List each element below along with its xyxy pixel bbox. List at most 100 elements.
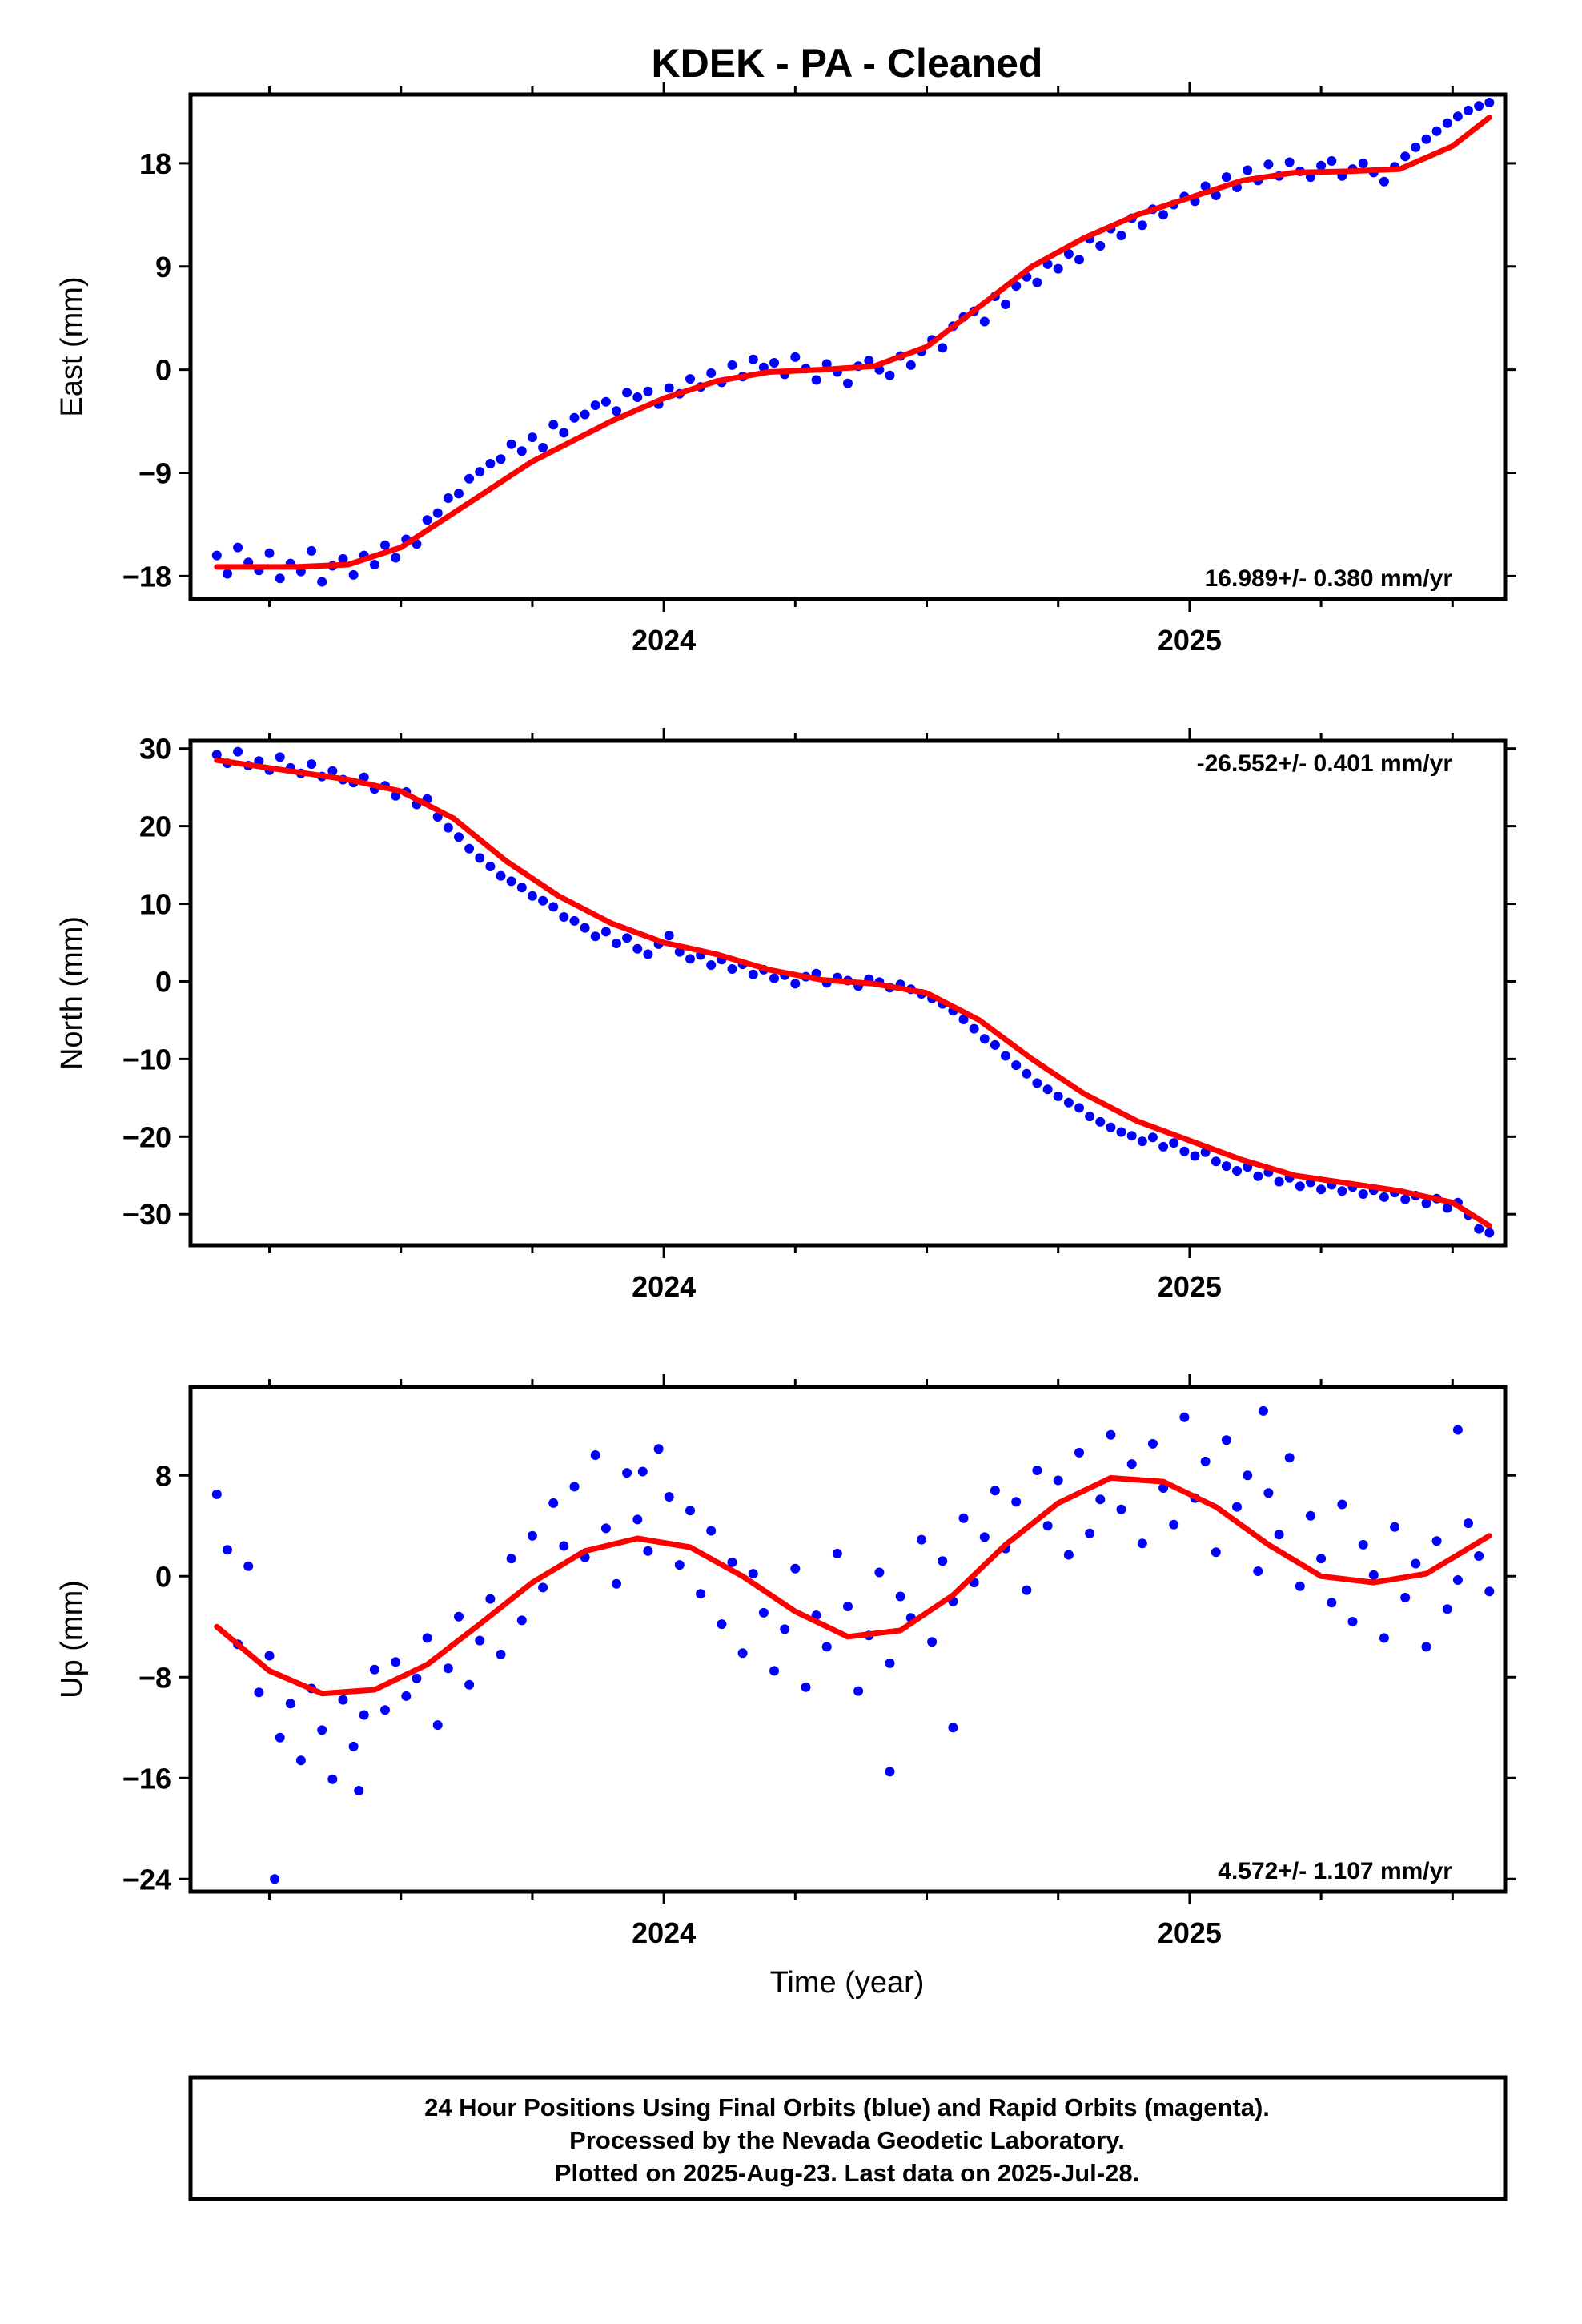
data-point	[485, 862, 496, 871]
data-point	[496, 454, 506, 464]
data-point	[948, 1723, 958, 1733]
data-point	[1158, 210, 1169, 220]
data-point	[354, 1786, 364, 1795]
fit-curve	[214, 115, 1492, 570]
data-point	[612, 939, 621, 948]
data-point	[664, 1492, 674, 1502]
x-axis-label: Time (year)	[770, 1966, 925, 2000]
data-point	[1221, 172, 1231, 183]
data-point	[1095, 1494, 1106, 1505]
data-point	[1053, 263, 1063, 274]
data-point	[653, 1444, 664, 1454]
data-point	[717, 1619, 727, 1630]
figure-title: KDEK - PA - Cleaned	[652, 41, 1043, 86]
data-point	[737, 1648, 748, 1659]
data-point	[270, 1874, 280, 1884]
data-point	[1337, 1499, 1347, 1510]
y-tick-label: −24	[122, 1863, 171, 1896]
data-point	[969, 1023, 979, 1034]
data-point	[275, 573, 285, 584]
data-point	[1063, 1550, 1074, 1560]
data-point	[369, 1664, 379, 1675]
data-point	[758, 1607, 769, 1618]
data-point	[958, 1015, 969, 1024]
data-point	[548, 902, 559, 912]
data-point	[443, 822, 453, 833]
x-tick-label: 2025	[1158, 1270, 1222, 1303]
data-point	[1032, 1466, 1042, 1475]
fit-curve	[214, 757, 1492, 1229]
data-point	[1411, 142, 1421, 152]
data-point	[664, 931, 674, 941]
data-point	[538, 443, 548, 452]
data-point	[1464, 106, 1473, 115]
data-point	[643, 386, 653, 396]
data-point	[938, 1556, 948, 1566]
data-point	[748, 354, 758, 364]
data-point	[1243, 1470, 1253, 1481]
data-point	[1232, 1502, 1242, 1512]
data-point	[1085, 1112, 1095, 1122]
data-point	[211, 1489, 222, 1499]
data-point	[1022, 1585, 1032, 1595]
data-point	[590, 931, 600, 942]
data-point	[1116, 231, 1126, 241]
data-point	[1137, 220, 1147, 231]
data-point	[1169, 1519, 1179, 1530]
y-tick-label: 30	[139, 733, 171, 766]
y-tick-label: −9	[139, 457, 171, 490]
data-point	[1211, 1547, 1221, 1558]
data-point	[1431, 126, 1442, 136]
data-point	[1032, 277, 1042, 287]
data-point	[1442, 1604, 1452, 1614]
data-point	[748, 1569, 758, 1579]
data-point	[1253, 1171, 1263, 1181]
data-point	[338, 1695, 348, 1705]
data-point	[1053, 1475, 1063, 1486]
data-point	[454, 832, 464, 842]
x-tick-label: 2024	[632, 1916, 696, 1949]
data-point	[643, 949, 653, 959]
data-point	[1232, 1166, 1242, 1176]
data-point	[327, 1774, 338, 1784]
y-tick-label: 20	[139, 810, 171, 843]
data-point	[874, 1567, 885, 1578]
data-point	[1452, 111, 1463, 122]
data-point	[243, 1561, 254, 1571]
data-point	[580, 923, 590, 933]
data-point	[1431, 1536, 1442, 1546]
data-point	[727, 1557, 737, 1567]
data-point	[1126, 1131, 1137, 1141]
data-point	[506, 1554, 516, 1564]
data-point	[454, 489, 464, 499]
footer-box	[188, 2075, 1508, 2201]
data-point	[1253, 1566, 1263, 1576]
data-point	[538, 895, 548, 906]
data-point	[223, 569, 232, 579]
data-point	[1200, 1456, 1211, 1466]
data-point	[790, 352, 801, 362]
data-point	[632, 392, 643, 402]
data-point	[1085, 1528, 1095, 1538]
data-point	[979, 1532, 990, 1542]
data-point	[1347, 1617, 1358, 1626]
data-point	[1337, 1186, 1347, 1196]
data-point	[1274, 1530, 1284, 1540]
data-point	[1243, 165, 1253, 175]
x-tick-label: 2024	[632, 624, 696, 657]
data-point	[527, 432, 537, 443]
data-point	[1074, 1447, 1084, 1458]
data-point	[600, 1523, 611, 1534]
data-point	[380, 540, 390, 550]
y-tick-label: 8	[155, 1459, 171, 1492]
data-point	[1032, 1078, 1042, 1088]
data-point	[359, 772, 369, 782]
data-point	[559, 912, 569, 922]
data-point	[327, 766, 338, 776]
data-point	[1421, 134, 1431, 144]
y-axis-label: East (mm)	[55, 276, 89, 416]
data-point	[1011, 1060, 1022, 1071]
data-point	[674, 947, 685, 957]
y-tick-label: 9	[155, 251, 171, 283]
data-point	[769, 1666, 779, 1676]
